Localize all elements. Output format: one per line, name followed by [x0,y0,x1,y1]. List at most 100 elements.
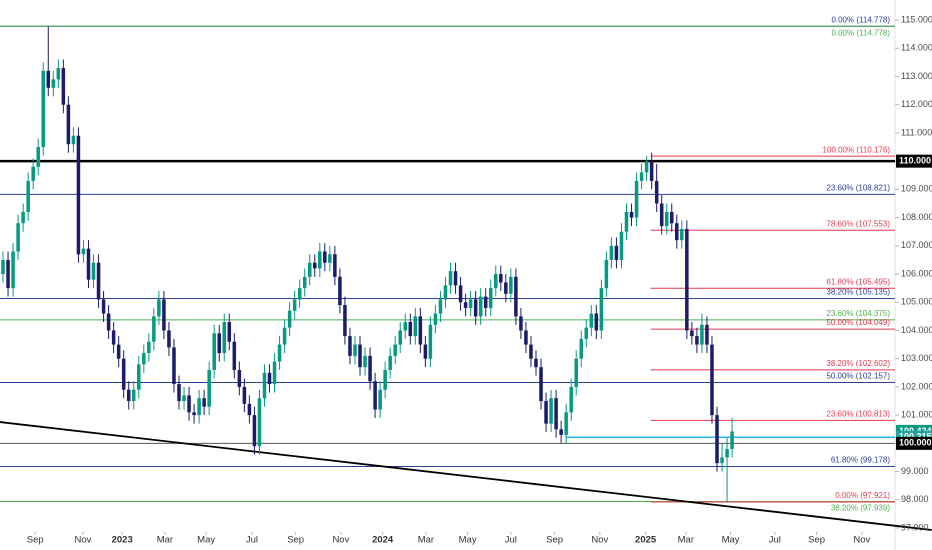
x-tick-label: Sep [546,535,563,546]
candle-body [629,211,634,218]
candle-body [137,364,141,390]
candle-body [594,313,599,331]
candle-body [458,285,463,303]
candle-body [131,389,136,402]
candle-body [66,104,71,145]
candle-body [534,358,538,368]
fib-label: 50.00% (104.049) [826,318,890,327]
y-tick-label: 114.000 [901,43,932,53]
y-tick-label: 103.000 [901,353,932,363]
candle-body [695,336,699,345]
price-tag-label: 100.000 [899,438,932,448]
candle-body [730,431,734,450]
fib-label: 0.00% (114.778) [831,28,890,37]
candle-body [182,395,186,402]
candle-body [413,316,418,337]
candle-body [433,313,438,325]
x-tick-label: May [722,535,740,546]
candle-body [323,251,327,263]
x-tick-label: 2023 [112,535,133,546]
candle-body [328,254,332,263]
candle-body [287,310,292,328]
candle-body [121,358,126,390]
candle-body [453,271,458,286]
candle-body [499,274,503,283]
x-tick-label: 2024 [372,535,394,546]
candle-body [277,344,282,362]
x-tick-label: Nov [332,535,349,546]
candle-body [504,282,508,294]
x-tick-label: 2025 [635,535,657,546]
y-tick-label: 108.000 [901,212,932,222]
candle-body [509,276,513,294]
candle-body [11,251,15,289]
candle-body [242,386,247,404]
x-tick-label: Sep [287,535,304,546]
candle-body [237,369,242,387]
candle-body [312,262,317,269]
candle-body [142,353,146,365]
candle-body [715,415,719,464]
candle-body [187,395,191,413]
candle-body [26,180,30,212]
plot: 0.00% (114.778) 0.00% (114.778) 23.60% (10… [0,15,932,531]
candle-body [222,322,227,354]
candle-body [282,327,287,345]
candle-body [448,271,453,286]
candle-body [147,341,151,354]
candle-body [669,211,674,224]
candle-body [529,344,533,359]
y-tick-label: 106.000 [901,268,932,278]
candle-body [257,398,262,447]
price-tag [896,154,932,168]
y-tick-label: 101.000 [901,410,932,420]
candle-body [690,330,694,337]
candle-body [21,211,25,224]
y-tick-label: 113.000 [901,71,932,81]
candle-body [549,398,553,424]
candle-body [101,299,106,314]
candle-body [307,262,312,277]
candle-body [473,299,478,317]
candle-body [514,276,518,317]
candle-body [579,338,584,359]
candle-body [373,381,377,410]
candle-body [700,324,704,345]
candle-body [483,296,488,308]
fib-label: 23.60% (104.375) [826,309,890,318]
fib-label: 0.00% (114.778) [831,15,890,24]
candle-body [544,401,548,424]
price-tag-label: 100.424 [899,426,932,436]
x-tick-label: Jul [769,535,781,546]
candle-body [685,228,689,331]
y-tick-label: 98.000 [901,494,929,504]
x-tick-label: Nov [591,535,608,546]
candle-body [111,330,116,345]
candle-body [217,333,221,354]
y-tick-label: 109.000 [901,184,932,194]
candle-body [262,372,267,399]
candle-body [167,330,171,348]
fib-label: 38.20% (97.939) [831,504,890,513]
candle-body [725,449,729,458]
candle-body [378,389,382,410]
candle-body [609,245,614,260]
candle-body [363,355,367,368]
candle-body [468,299,473,308]
candle-body [292,299,297,311]
candle-body [177,384,181,402]
candle-body [86,248,91,280]
y-tick-label: 111.000 [901,127,932,137]
candle-body [519,316,523,331]
y-tick-label: 115.000 [901,14,932,24]
candle-body [403,322,408,331]
x-tick-label: Nov [75,535,92,546]
candle-body [599,288,604,331]
candle-body [31,166,35,181]
candle-body [302,276,307,289]
candle-body [418,316,423,345]
x-tick-label: Sep [27,535,44,546]
candle-body [172,347,176,385]
